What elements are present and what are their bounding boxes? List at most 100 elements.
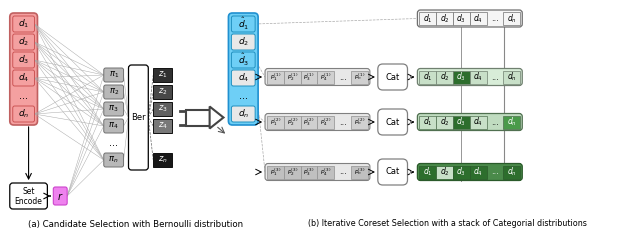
Text: $d_2$: $d_2$	[18, 36, 29, 48]
Text: ...: ...	[491, 73, 499, 82]
Bar	[267, 165, 284, 178]
Text: $p_2^{(1)}$: $p_2^{(1)}$	[287, 71, 298, 83]
Bar	[436, 115, 453, 128]
Text: $d_n$: $d_n$	[507, 12, 517, 25]
Bar	[470, 115, 486, 128]
Text: ...: ...	[339, 118, 347, 127]
FancyBboxPatch shape	[417, 68, 522, 86]
Text: $r$: $r$	[57, 191, 63, 201]
Text: $d_4$: $d_4$	[237, 72, 249, 84]
Text: $p_3^{(2)}$: $p_3^{(2)}$	[303, 116, 315, 128]
Bar	[419, 165, 436, 178]
Text: $p_4^{(2)}$: $p_4^{(2)}$	[320, 116, 332, 128]
Text: $d_1$: $d_1$	[423, 71, 433, 83]
FancyBboxPatch shape	[232, 16, 255, 32]
Text: $p_1^{(2)}$: $p_1^{(2)}$	[269, 116, 281, 128]
Bar	[301, 165, 317, 178]
Text: $d_1$: $d_1$	[18, 18, 29, 30]
Bar	[186, 109, 210, 126]
FancyBboxPatch shape	[232, 34, 255, 50]
FancyBboxPatch shape	[129, 65, 148, 170]
Bar	[453, 165, 470, 178]
Bar	[284, 70, 301, 83]
Text: $d_4$: $d_4$	[474, 116, 483, 128]
Text: $d_2$: $d_2$	[440, 166, 449, 178]
Bar	[267, 70, 284, 83]
FancyBboxPatch shape	[265, 164, 370, 181]
Text: $d_n$: $d_n$	[18, 108, 29, 120]
Bar	[351, 115, 368, 128]
Text: $d_3$: $d_3$	[456, 116, 467, 128]
FancyBboxPatch shape	[13, 16, 35, 32]
Text: ...: ...	[491, 118, 499, 127]
Text: ...: ...	[491, 168, 499, 177]
Bar	[153, 68, 172, 82]
Text: $d_n$: $d_n$	[507, 116, 517, 128]
Text: ...: ...	[109, 138, 118, 148]
Text: $p_n^{(3)}$: $p_n^{(3)}$	[354, 167, 365, 178]
Text: $d_3$: $d_3$	[456, 71, 467, 83]
Text: $d_4$: $d_4$	[474, 12, 483, 25]
Text: $p_n^{(2)}$: $p_n^{(2)}$	[354, 117, 365, 128]
Text: $p_4^{(1)}$: $p_4^{(1)}$	[320, 71, 332, 83]
FancyBboxPatch shape	[378, 64, 408, 90]
Bar	[351, 70, 368, 83]
FancyBboxPatch shape	[378, 159, 408, 185]
Text: $\pi_2$: $\pi_2$	[109, 87, 119, 97]
Bar	[436, 165, 453, 178]
Text: $d_n$: $d_n$	[507, 166, 517, 178]
Text: $z_3$: $z_3$	[158, 104, 168, 114]
Text: $\hat{d}_3$: $\hat{d}_3$	[237, 52, 249, 68]
Bar	[453, 12, 470, 25]
Bar	[504, 12, 520, 25]
FancyBboxPatch shape	[10, 183, 47, 209]
Bar	[153, 153, 172, 167]
Text: ...: ...	[239, 91, 248, 101]
Text: $d_n$: $d_n$	[507, 71, 517, 83]
Text: $z_2$: $z_2$	[158, 87, 168, 97]
Text: $d_2$: $d_2$	[440, 12, 449, 25]
Text: $d_3$: $d_3$	[18, 54, 29, 66]
FancyBboxPatch shape	[232, 70, 255, 86]
Text: $d_n$: $d_n$	[237, 108, 249, 120]
Text: $d_2$: $d_2$	[440, 71, 449, 83]
FancyBboxPatch shape	[378, 109, 408, 135]
Text: $p_1^{(1)}$: $p_1^{(1)}$	[269, 71, 281, 83]
Text: Cat: Cat	[385, 168, 400, 177]
Text: $p_1^{(3)}$: $p_1^{(3)}$	[269, 166, 281, 178]
Text: Cat: Cat	[385, 73, 400, 82]
FancyBboxPatch shape	[228, 13, 258, 125]
Text: $d_1$: $d_1$	[423, 12, 433, 25]
Text: $\hat{d}_1$: $\hat{d}_1$	[237, 16, 249, 32]
Text: $d_3$: $d_3$	[456, 12, 467, 25]
Text: $p_2^{(3)}$: $p_2^{(3)}$	[287, 166, 298, 178]
FancyBboxPatch shape	[232, 106, 255, 122]
Text: $\pi_n$: $\pi_n$	[108, 155, 119, 165]
Bar	[301, 70, 317, 83]
Bar	[153, 85, 172, 99]
Bar	[504, 115, 520, 128]
Text: $\pi_3$: $\pi_3$	[109, 104, 119, 114]
FancyBboxPatch shape	[417, 10, 522, 27]
Bar	[470, 12, 486, 25]
Text: $z_1$: $z_1$	[158, 70, 168, 80]
Text: (a) Candidate Selection with Bernoulli distribution: (a) Candidate Selection with Bernoulli d…	[28, 219, 243, 228]
Text: $d_2$: $d_2$	[440, 116, 449, 128]
Bar	[504, 70, 520, 83]
Bar	[317, 115, 334, 128]
FancyBboxPatch shape	[104, 68, 124, 82]
Text: $d_4$: $d_4$	[474, 166, 483, 178]
Bar	[419, 115, 436, 128]
Text: $d_2$: $d_2$	[237, 36, 249, 48]
FancyBboxPatch shape	[13, 34, 35, 50]
Text: ...: ...	[339, 168, 347, 177]
FancyBboxPatch shape	[232, 52, 255, 68]
FancyBboxPatch shape	[417, 114, 522, 131]
Bar	[284, 165, 301, 178]
Text: ...: ...	[158, 138, 167, 148]
FancyBboxPatch shape	[53, 187, 67, 205]
Bar	[470, 70, 486, 83]
FancyBboxPatch shape	[13, 52, 35, 68]
Text: $d_4$: $d_4$	[18, 72, 29, 84]
Bar	[419, 12, 436, 25]
